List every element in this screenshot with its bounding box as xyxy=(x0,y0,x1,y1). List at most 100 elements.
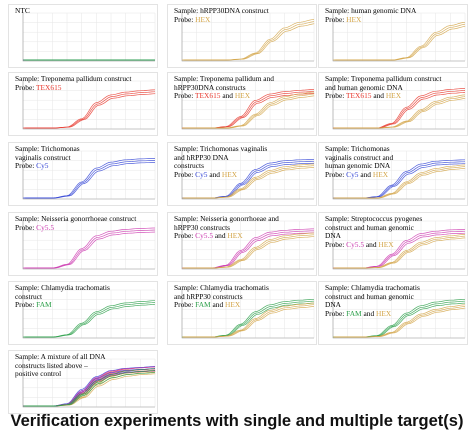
probe-name: FAM xyxy=(195,300,211,310)
probe-name: HEX xyxy=(376,308,392,318)
amplification-curve xyxy=(184,23,315,61)
probe-name: HEX xyxy=(221,169,238,179)
sample-text: Sample: Chlamydia trachomatis xyxy=(174,283,269,292)
amplification-panel: Sample: Treponema pallidum construct and … xyxy=(318,72,468,136)
probe-name: HEX xyxy=(372,169,389,179)
amplification-curve xyxy=(184,95,315,129)
amplification-panel: Sample: hRPP30DNA construct Probe: HEX xyxy=(167,4,317,68)
panel-label: Sample: Treponema pallidum construct Prob… xyxy=(15,74,155,92)
amplification-plot xyxy=(22,12,156,62)
amplification-curve xyxy=(25,162,156,199)
probe-name: Cy5.5 xyxy=(346,239,365,249)
amplification-panel: NTC xyxy=(8,4,158,68)
plot-axes xyxy=(332,13,465,62)
amplification-plot xyxy=(22,358,156,408)
amplification-curve xyxy=(335,307,466,338)
sample-text: constructs listed above – xyxy=(15,360,88,370)
panel-label: Sample: human genomic DNA Probe: HEX xyxy=(325,6,465,24)
amplification-panel: Sample: Trichomonas vaginalis construct a… xyxy=(318,142,468,206)
sample-text: Sample: Chlamydia trachomatis xyxy=(15,283,110,292)
panel-label: Sample: Neisseria gonorrhoeae construct P… xyxy=(15,214,155,232)
plot-axes xyxy=(332,81,465,130)
amplification-plot xyxy=(181,289,315,339)
sample-text: vaginalis construct xyxy=(15,152,71,162)
panel-label: Sample: Trichomonas vaginalis construct a… xyxy=(325,144,465,179)
amplification-plot xyxy=(22,289,156,339)
sample-text: Sample: human genomic DNA xyxy=(325,6,417,15)
plot-axes xyxy=(181,221,314,270)
panel-label: Sample: Neisseria gonorrhoeae and hRPP30 … xyxy=(174,214,314,241)
amplification-curve xyxy=(24,229,155,269)
probe-name: Cy5 xyxy=(195,169,208,179)
amplification-curve xyxy=(25,93,156,129)
probe-name: TEX615 xyxy=(36,82,62,92)
probe-line: Probe: Cy5.5 and HEX xyxy=(325,239,394,249)
amplification-chart-grid: NTC Sample: hRPP30DNA construct Probe: HEX… xyxy=(8,4,468,414)
panel-label: Sample: Trichomonas vaginalis construct Pr… xyxy=(15,144,155,171)
probe-name: TEX615 xyxy=(195,91,221,101)
probe-line: Probe: Cy5 and HEX xyxy=(325,169,389,179)
sample-text: NTC xyxy=(15,6,30,15)
amplification-plot xyxy=(332,80,466,130)
amplification-plot xyxy=(181,80,315,130)
amplification-panel: Sample: Chlamydia trachomatis and hRPP30 … xyxy=(167,281,317,345)
amplification-panel: Sample: Chlamydia trachomatis construct Pr… xyxy=(8,281,158,345)
sample-text: vaginalis construct and xyxy=(325,152,394,162)
probe-name: HEX xyxy=(195,14,211,24)
sample-text: positive control xyxy=(15,369,62,379)
sample-text: Sample: Trichomonas xyxy=(15,144,80,153)
amplification-plot xyxy=(181,220,315,270)
amplification-plot xyxy=(181,150,315,200)
amplification-panel: Sample: Chlamydia trachomatis construct a… xyxy=(318,281,468,345)
sample-text: hRPP30DNA constructs xyxy=(174,82,246,92)
amplification-curve xyxy=(25,303,156,338)
amplification-panel: Sample: Treponema pallidum construct Prob… xyxy=(8,72,158,136)
panel-label: Sample: Trichomonas vaginalis and hRPP30 … xyxy=(174,144,314,179)
sample-text: hRPP30 constructs xyxy=(174,222,231,232)
plot-axes xyxy=(181,13,314,62)
amplification-curve xyxy=(335,237,466,269)
amplification-curve xyxy=(23,89,156,129)
plot-axes xyxy=(22,81,155,130)
probe-line: Probe: FAM and HEX xyxy=(325,308,392,318)
amplification-panel: Sample: Neisseria gonorrhoeae construct P… xyxy=(8,212,158,276)
panel-label: Sample: Streptococcus pyogenes construct … xyxy=(325,214,465,249)
sample-text: Sample: Chlamydia trachomatis xyxy=(325,283,420,292)
sample-text: construct and human genomic xyxy=(325,291,414,301)
probe-line: Probe: TEX615 and HEX xyxy=(174,91,251,101)
probe-line: Probe: TEX615 and HEX xyxy=(325,91,402,101)
probe-line: Probe: Cy5 and HEX xyxy=(174,169,238,179)
probe-line: Probe: FAM and HEX xyxy=(174,300,241,310)
sample-text: DNA xyxy=(325,300,342,310)
panel-label: Sample: A mixture of all DNA constructs l… xyxy=(15,352,155,379)
plot-axes xyxy=(332,290,465,339)
amplification-curve xyxy=(184,306,315,338)
sample-text: Sample: hRPP30DNA construct xyxy=(174,6,269,15)
amplification-curve xyxy=(334,96,466,129)
amplification-curve xyxy=(23,227,155,269)
probe-line: Probe: TEX615 xyxy=(15,82,62,92)
probe-line: Probe: FAM xyxy=(15,300,52,310)
probe-name: HEX xyxy=(378,239,394,249)
plot-axes xyxy=(332,221,465,270)
plot-axes xyxy=(22,359,155,408)
amplification-curve xyxy=(25,372,156,407)
amplification-curve xyxy=(335,167,466,199)
probe-name: HEX xyxy=(227,231,243,241)
probe-line: Probe: HEX xyxy=(325,14,362,24)
amplification-curve xyxy=(184,236,315,269)
amplification-plot xyxy=(332,150,466,200)
plot-axes xyxy=(181,151,314,200)
amplification-panel: Sample: Treponema pallidum and hRPP30DNA … xyxy=(167,72,317,136)
probe-name: HEX xyxy=(385,91,402,101)
sample-text: Sample: Treponema pallidum construct xyxy=(15,74,132,83)
amplification-panel: Sample: A mixture of all DNA constructs l… xyxy=(8,350,158,414)
amplification-panel: Sample: Streptococcus pyogenes construct … xyxy=(318,212,468,276)
sample-text: human genomic DNA xyxy=(325,161,391,171)
probe-name: TEX615 xyxy=(346,91,372,101)
plot-axes xyxy=(22,221,155,270)
probe-name: Cy5 xyxy=(346,169,359,179)
probe-name: HEX xyxy=(346,14,362,24)
sample-text: Sample: A mixture of all DNA xyxy=(15,352,106,361)
sample-text: and hRPP30 constructs xyxy=(174,291,243,301)
